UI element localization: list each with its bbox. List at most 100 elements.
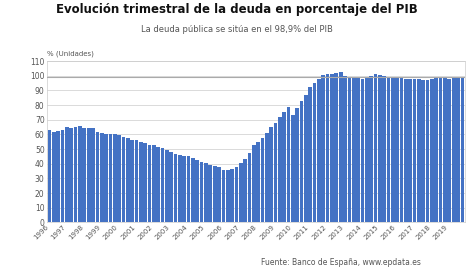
Bar	[365, 77, 369, 222]
Bar	[326, 74, 329, 222]
Bar	[443, 78, 447, 222]
Bar	[435, 78, 438, 222]
Bar	[96, 132, 99, 222]
Bar	[304, 95, 308, 222]
Bar	[243, 159, 247, 222]
Bar	[283, 113, 286, 222]
Bar	[356, 78, 360, 222]
Bar	[174, 153, 177, 222]
Bar	[378, 75, 382, 222]
Bar	[447, 79, 451, 222]
Bar	[309, 87, 312, 222]
Bar	[52, 131, 56, 222]
Bar	[417, 80, 421, 222]
Bar	[313, 83, 317, 222]
Bar	[139, 142, 143, 222]
Bar	[217, 167, 221, 222]
Bar	[61, 130, 64, 222]
Bar	[239, 163, 243, 222]
Text: Evolución trimestral de la deuda en porcentaje del PIB: Evolución trimestral de la deuda en porc…	[56, 3, 418, 16]
Bar	[247, 153, 251, 222]
Bar	[352, 77, 356, 222]
Bar	[273, 123, 277, 222]
Bar	[82, 128, 86, 222]
Bar	[317, 80, 321, 222]
Bar	[152, 145, 155, 222]
Bar	[122, 137, 125, 222]
Bar	[182, 156, 186, 222]
Bar	[230, 169, 234, 222]
Bar	[361, 79, 364, 222]
Bar	[347, 76, 351, 222]
Bar	[165, 150, 169, 222]
Bar	[391, 77, 395, 222]
Bar	[74, 127, 77, 222]
Bar	[461, 78, 464, 222]
Bar	[56, 131, 60, 222]
Bar	[295, 108, 299, 222]
Bar	[413, 80, 416, 222]
Bar	[265, 133, 269, 222]
Bar	[369, 76, 373, 222]
Bar	[421, 80, 425, 222]
Bar	[109, 134, 112, 222]
Bar	[456, 77, 460, 222]
Bar	[135, 140, 138, 222]
Bar	[452, 78, 456, 222]
Bar	[221, 170, 225, 222]
Bar	[330, 74, 334, 222]
Bar	[395, 78, 399, 222]
Bar	[335, 73, 338, 222]
Bar	[252, 145, 255, 222]
Bar	[187, 157, 191, 222]
Bar	[195, 160, 199, 222]
Bar	[104, 134, 108, 222]
Bar	[343, 76, 347, 222]
Bar	[204, 163, 208, 222]
Bar	[200, 162, 203, 222]
Bar	[261, 138, 264, 222]
Bar	[400, 78, 403, 222]
Bar	[339, 72, 343, 222]
Bar	[287, 106, 291, 222]
Bar	[113, 135, 117, 222]
Bar	[91, 128, 95, 222]
Bar	[409, 79, 412, 222]
Bar	[65, 127, 69, 222]
Bar	[300, 101, 303, 222]
Bar	[117, 135, 121, 222]
Bar	[291, 115, 295, 222]
Bar	[426, 80, 429, 222]
Bar	[404, 79, 408, 222]
Bar	[48, 130, 51, 222]
Bar	[148, 145, 151, 222]
Bar	[439, 77, 442, 222]
Bar	[70, 128, 73, 222]
Bar	[161, 148, 164, 222]
Bar	[169, 152, 173, 222]
Bar	[87, 128, 91, 222]
Bar	[178, 155, 182, 222]
Bar	[269, 127, 273, 222]
Bar	[126, 138, 129, 222]
Bar	[130, 140, 134, 222]
Bar	[235, 167, 238, 222]
Bar	[321, 75, 325, 222]
Bar	[143, 143, 147, 222]
Bar	[100, 133, 103, 222]
Bar	[213, 166, 217, 222]
Bar	[256, 142, 260, 222]
Bar	[374, 74, 377, 222]
Bar	[209, 165, 212, 222]
Bar	[278, 117, 282, 222]
Bar	[383, 76, 386, 222]
Text: La deuda pública se sitúa en el 98,9% del PIB: La deuda pública se sitúa en el 98,9% de…	[141, 25, 333, 34]
Bar	[156, 147, 160, 222]
Text: Fuente: Banco de España, www.epdata.es: Fuente: Banco de España, www.epdata.es	[261, 258, 420, 267]
Bar	[430, 80, 434, 222]
Bar	[226, 170, 229, 222]
Bar	[387, 76, 390, 222]
Text: % (Unidades): % (Unidades)	[47, 51, 94, 57]
Bar	[78, 126, 82, 222]
Bar	[191, 158, 195, 222]
